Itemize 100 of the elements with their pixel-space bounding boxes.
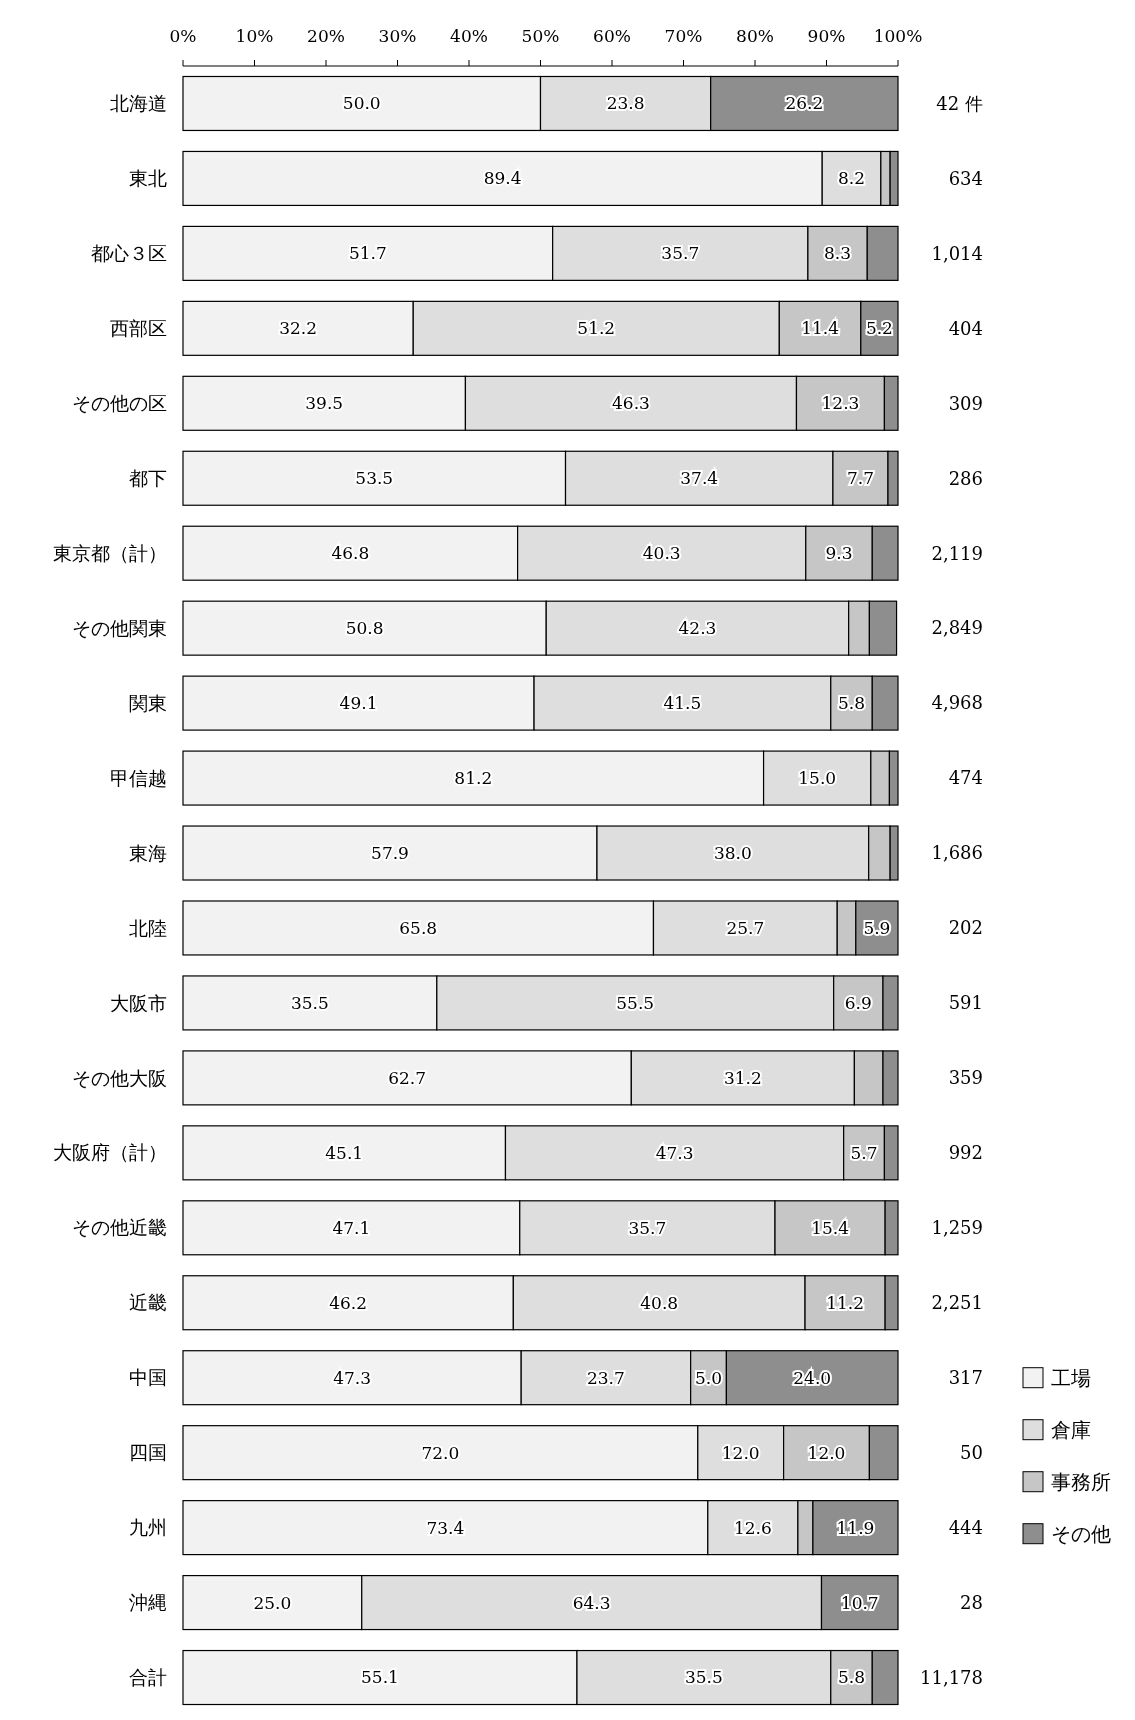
y-tick-label: 九州: [129, 1516, 167, 1539]
data-label: 55.1: [361, 1667, 399, 1688]
x-tick-label: 10%: [235, 26, 274, 46]
x-tick-label: 100%: [873, 26, 923, 46]
y-tick-label: 四国: [129, 1441, 167, 1464]
text: 404: [948, 317, 983, 339]
text: 317: [948, 1367, 983, 1388]
data-label: 9.3: [825, 543, 853, 564]
data-label: 57.9: [371, 842, 409, 863]
data-label: 11.2: [826, 1292, 865, 1313]
y-tick-label: 近畿: [129, 1291, 167, 1314]
data-label: 73.4: [426, 1517, 465, 1538]
data-label: 11.4: [801, 318, 839, 339]
data-label: 12.0: [807, 1442, 846, 1463]
data-label: 72.0: [421, 1442, 460, 1463]
data-label: 25.7: [726, 917, 765, 938]
y-tick-label: 西部区: [110, 316, 167, 339]
text: 591: [948, 992, 983, 1014]
data-label: 47.1: [332, 1217, 371, 1238]
data-label: 11.9: [836, 1517, 875, 1538]
data-label: 5.2: [865, 318, 893, 339]
data-label: 35.5: [684, 1667, 723, 1688]
text: 202: [948, 917, 983, 939]
y-tick-label: その他の区: [72, 391, 167, 414]
data-label: 40.8: [640, 1292, 679, 1313]
data-label: 37.4: [680, 468, 719, 489]
data-label: 47.3: [333, 1367, 372, 1388]
y-tick-label: 東北: [129, 167, 167, 190]
y-tick-label: 東海: [129, 841, 167, 864]
text: 1,686: [931, 842, 983, 864]
data-label: 7.7: [846, 468, 874, 489]
data-label: 89.4: [483, 168, 522, 189]
data-label: 35.5: [290, 992, 329, 1013]
y-tick-label: 北海道: [110, 92, 167, 115]
x-tick-label: 90%: [807, 26, 846, 46]
x-tick-label: 20%: [307, 26, 345, 46]
data-label: 12.0: [721, 1442, 760, 1463]
data-label: 12.3: [821, 393, 860, 414]
text: 4,968: [931, 692, 983, 714]
y-tick-label: 大阪府（計）: [53, 1141, 167, 1164]
y-tick-label: 関東: [129, 691, 167, 714]
data-label: 39.5: [305, 393, 344, 414]
data-label: 35.7: [628, 1217, 667, 1238]
text: 992: [948, 1142, 983, 1164]
text: 1,014: [931, 242, 983, 264]
text: 2,251: [931, 1292, 983, 1314]
data-label: 42.3: [678, 618, 717, 639]
data-label: 24.0: [793, 1367, 832, 1388]
y-tick-label: その他大阪: [72, 1066, 167, 1089]
text: 2,119: [931, 542, 983, 564]
data-label: 45.1: [325, 1142, 364, 1163]
data-label: 26.2: [785, 93, 824, 114]
text: 42 件: [936, 92, 983, 114]
x-tick-label: 30%: [378, 26, 417, 46]
data-label: 53.5: [355, 468, 394, 489]
y-tick-label: その他近畿: [72, 1216, 167, 1239]
y-tick-label: 大阪市: [110, 991, 167, 1014]
data-label: 64.3: [572, 1592, 611, 1613]
data-label: 6.9: [844, 992, 872, 1013]
data-label: 51.7: [348, 243, 387, 264]
x-tick-label: 60%: [593, 26, 631, 46]
text: 1,259: [931, 1217, 983, 1239]
y-tick-label: 北陸: [129, 916, 167, 939]
y-tick-label: 都下: [129, 466, 167, 489]
x-tick-label: 50%: [521, 26, 560, 46]
text: 474: [948, 767, 983, 789]
data-label: 47.3: [655, 1142, 694, 1163]
data-label: 49.1: [339, 693, 378, 714]
data-label: 51.2: [577, 318, 616, 339]
data-label: 41.5: [663, 693, 702, 714]
y-tick-label: 東京都（計）: [53, 541, 167, 564]
text: 444: [948, 1516, 983, 1538]
data-label: 46.8: [331, 543, 370, 564]
y-tick-label: その他関東: [72, 616, 167, 639]
legend-label: 工場: [1051, 1365, 1091, 1390]
text: 28: [960, 1591, 983, 1613]
data-label: 23.8: [606, 93, 645, 114]
data-label: 25.0: [253, 1592, 292, 1613]
y-tick-label: 中国: [129, 1366, 167, 1389]
text: 11,178: [920, 1666, 983, 1688]
data-label: 35.7: [661, 243, 700, 264]
data-label: 10.7: [840, 1592, 879, 1613]
data-label: 32.2: [279, 318, 318, 339]
y-tick-label: 都心３区: [91, 242, 167, 265]
data-label: 46.2: [329, 1292, 368, 1313]
data-label: 5.7: [850, 1142, 878, 1163]
data-label: 15.0: [798, 768, 837, 789]
data-label: 40.3: [642, 543, 681, 564]
data-label: 46.3: [612, 393, 650, 414]
text: 2,849: [931, 617, 983, 639]
text: 309: [948, 392, 983, 414]
data-label: 81.2: [454, 768, 493, 789]
data-label: 8.2: [838, 168, 866, 189]
y-tick-label: 合計: [129, 1666, 167, 1689]
data-label: 31.2: [723, 1067, 762, 1088]
data-label: 38.0: [713, 842, 752, 863]
text: 286: [948, 467, 983, 489]
x-tick-label: 80%: [736, 26, 774, 46]
legend-label: 倉庫: [1051, 1417, 1091, 1442]
data-label: 50.8: [345, 618, 384, 639]
